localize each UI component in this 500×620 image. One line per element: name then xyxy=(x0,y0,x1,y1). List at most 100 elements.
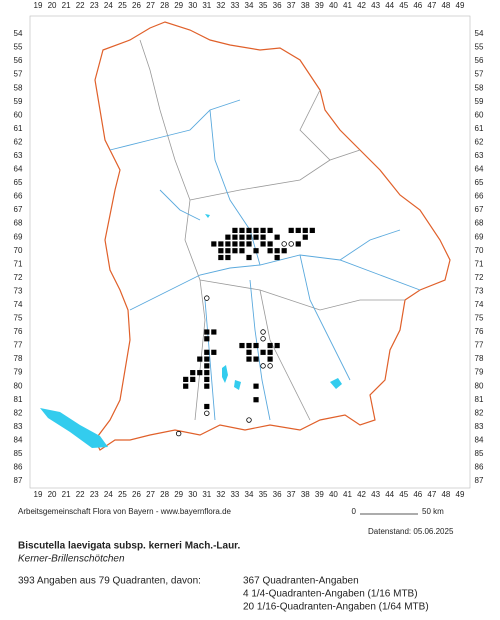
record-circle xyxy=(175,430,182,437)
row-label: 75 xyxy=(14,314,23,323)
column-label: 41 xyxy=(343,490,352,499)
lake-constance xyxy=(40,408,108,448)
record-square xyxy=(260,349,266,355)
row-label: 85 xyxy=(14,449,23,458)
column-label: 23 xyxy=(90,1,99,10)
record-square xyxy=(225,234,231,240)
row-label: 73 xyxy=(475,286,484,295)
record-square xyxy=(211,329,217,335)
record-square xyxy=(204,329,210,335)
row-label: 83 xyxy=(14,422,23,431)
record-square xyxy=(204,349,210,355)
record-square xyxy=(253,234,259,240)
row-label: 77 xyxy=(475,341,484,350)
record-square xyxy=(190,376,196,383)
row-label: 60 xyxy=(475,110,484,119)
column-label: 29 xyxy=(174,1,183,10)
row-label: 80 xyxy=(14,381,23,390)
record-square xyxy=(183,376,189,383)
record-square xyxy=(204,403,210,410)
row-label: 75 xyxy=(475,314,484,323)
record-square xyxy=(281,248,287,254)
record-square xyxy=(246,356,252,362)
row-label: 83 xyxy=(475,422,484,431)
summary-item: 20 1/16-Quadranten-Angaben (1/64 MTB) xyxy=(243,602,429,613)
row-label: 78 xyxy=(475,354,484,363)
record-square xyxy=(204,336,210,342)
row-label: 78 xyxy=(14,354,23,363)
record-square xyxy=(260,234,266,240)
record-circle xyxy=(204,410,210,416)
row-label: 71 xyxy=(475,259,484,268)
row-label: 61 xyxy=(475,124,484,133)
record-square xyxy=(274,234,280,240)
record-square xyxy=(267,356,273,362)
record-square xyxy=(260,241,266,247)
record-square xyxy=(267,227,273,234)
column-label: 30 xyxy=(188,1,197,10)
row-label: 57 xyxy=(475,70,484,79)
map-frame xyxy=(29,15,471,489)
record-square xyxy=(232,241,238,247)
column-label: 27 xyxy=(146,490,155,499)
row-label: 85 xyxy=(475,449,484,458)
row-label: 68 xyxy=(475,219,484,228)
column-label: 41 xyxy=(343,1,352,10)
source: Arbeitsgemeinschaft Flora von Bayern - w… xyxy=(18,507,232,516)
column-label: 40 xyxy=(329,1,338,10)
row-label: 72 xyxy=(475,273,484,282)
record-square xyxy=(253,248,259,254)
row-label: 87 xyxy=(14,476,23,485)
record-square xyxy=(246,234,252,240)
record-circle xyxy=(288,241,294,247)
column-label: 19 xyxy=(34,490,43,499)
column-label: 47 xyxy=(427,490,436,499)
row-label: 70 xyxy=(14,246,23,255)
column-label: 46 xyxy=(413,490,422,499)
row-label: 82 xyxy=(14,408,23,417)
column-label: 30 xyxy=(188,490,197,499)
rivers xyxy=(109,99,421,421)
column-label: 26 xyxy=(132,490,141,499)
column-label: 32 xyxy=(216,1,225,10)
species-name: Biscutella laevigata subsp. kerneri Mach… xyxy=(18,541,241,552)
row-label: 74 xyxy=(475,300,484,309)
row-label: 71 xyxy=(14,259,23,268)
record-square xyxy=(211,241,217,247)
record-square xyxy=(183,383,189,389)
row-label: 72 xyxy=(14,273,23,282)
column-label: 49 xyxy=(456,490,465,499)
column-label: 37 xyxy=(287,490,296,499)
column-label: 48 xyxy=(441,1,450,10)
column-label: 31 xyxy=(202,490,211,499)
state-border xyxy=(94,21,451,451)
row-label: 81 xyxy=(475,395,484,404)
record-square xyxy=(302,227,308,234)
column-label: 35 xyxy=(259,490,268,499)
row-label: 64 xyxy=(475,165,484,174)
record-square xyxy=(295,241,301,247)
row-label: 70 xyxy=(475,246,484,255)
column-label: 22 xyxy=(76,490,85,499)
common-name: Kerner-Brillenschötchen xyxy=(18,554,125,565)
column-label: 39 xyxy=(315,490,324,499)
row-label: 74 xyxy=(14,300,23,309)
column-label: 36 xyxy=(273,490,282,499)
column-label: 24 xyxy=(104,1,113,10)
column-label: 40 xyxy=(329,490,338,499)
column-label: 44 xyxy=(385,490,394,499)
row-label: 84 xyxy=(475,435,484,444)
record-circle xyxy=(204,295,210,301)
scale-start: 0 xyxy=(352,507,357,516)
row-label: 54 xyxy=(475,29,484,38)
row-label: 55 xyxy=(14,43,23,52)
date: Datenstand: 05.06.2025 xyxy=(368,527,454,536)
summary-item: 367 Quadranten-Angaben xyxy=(243,576,359,587)
column-label: 45 xyxy=(399,1,408,10)
record-circle xyxy=(281,241,287,247)
record-square xyxy=(274,254,280,261)
row-label: 86 xyxy=(14,463,23,472)
column-label: 42 xyxy=(357,490,366,499)
column-label: 49 xyxy=(456,1,465,10)
